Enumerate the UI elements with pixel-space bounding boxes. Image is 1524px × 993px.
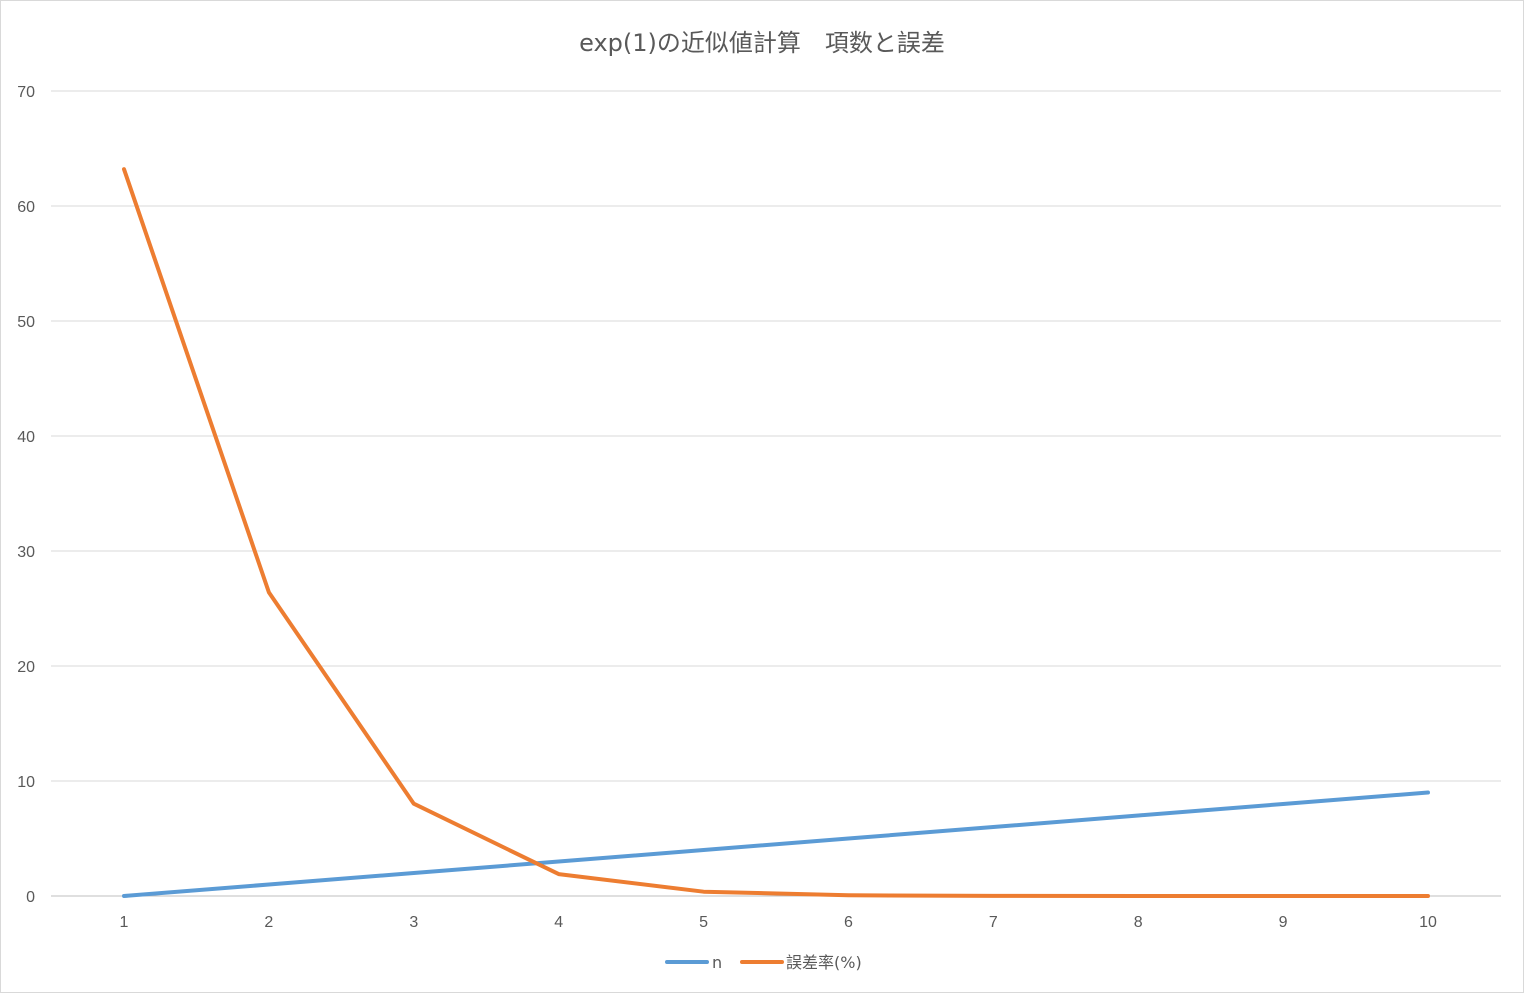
y-tick-label: 40 [17, 429, 35, 446]
series-line-1 [122, 790, 1430, 898]
y-tick-label: 10 [17, 774, 35, 791]
x-tick-label: 1 [120, 914, 129, 931]
legend-label: 誤差率(%) [786, 953, 862, 972]
y-tick-label: 20 [17, 659, 35, 676]
x-axis-ticks: 1 2 3 4 5 6 7 8 9 10 [120, 914, 1437, 931]
x-tick-label: 9 [1279, 914, 1288, 931]
x-tick-label: 4 [554, 914, 563, 931]
legend-label: n [712, 953, 722, 972]
gridlines [51, 90, 1501, 897]
x-tick-label: 3 [409, 914, 418, 931]
y-tick-label: 0 [26, 889, 35, 906]
series-line-2 [122, 167, 1430, 898]
legend: n 誤差率(%) [665, 953, 862, 972]
y-tick-label: 70 [17, 84, 35, 101]
y-tick-label: 50 [17, 314, 35, 331]
chart-title: exp(1)の近似値計算 項数と誤差 [579, 29, 945, 57]
y-axis-ticks: 0 10 20 30 40 50 60 70 [17, 84, 35, 906]
x-tick-label: 6 [844, 914, 853, 931]
y-tick-label: 60 [17, 199, 35, 216]
x-tick-label: 5 [699, 914, 708, 931]
x-tick-label: 8 [1134, 914, 1143, 931]
x-tick-label: 7 [989, 914, 998, 931]
y-tick-label: 30 [17, 544, 35, 561]
x-tick-label: 2 [264, 914, 273, 931]
series-lines [122, 167, 1430, 898]
x-tick-label: 10 [1419, 914, 1437, 931]
